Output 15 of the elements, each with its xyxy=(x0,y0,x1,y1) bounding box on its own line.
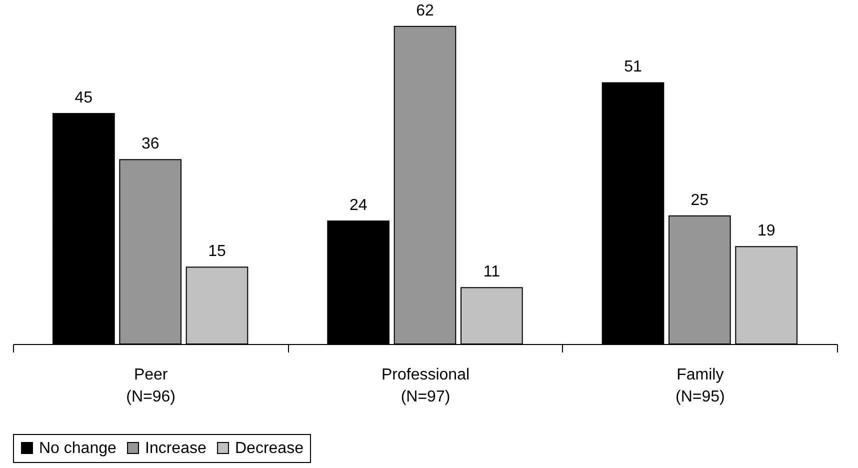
legend-label: Increase xyxy=(145,440,206,457)
data-label: 36 xyxy=(141,136,160,153)
legend-label: No change xyxy=(39,440,116,457)
data-label: 19 xyxy=(757,222,776,240)
data-label: 25 xyxy=(690,192,709,209)
data-label: 62 xyxy=(416,2,434,20)
data-label: 11 xyxy=(483,264,500,281)
data-label: 15 xyxy=(208,243,226,260)
x-tick-label: Professional (N=97) xyxy=(381,366,470,406)
data-label: 51 xyxy=(624,58,642,76)
data-label: 45 xyxy=(74,89,93,106)
data-label: 24 xyxy=(349,197,368,214)
x-tick-label: Peer (N=96) xyxy=(126,366,176,406)
x-tick-label: Family (N=95) xyxy=(675,366,725,406)
legend-label: Decrease xyxy=(235,440,304,457)
